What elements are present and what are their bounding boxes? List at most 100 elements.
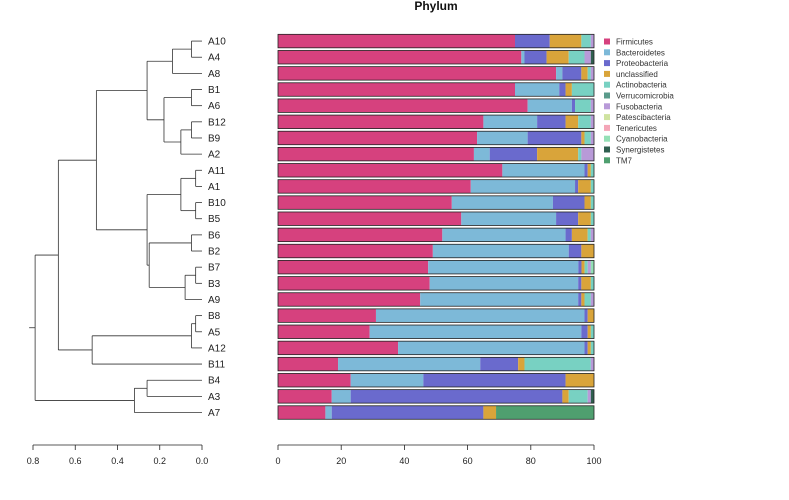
sample-label: A5 (208, 327, 221, 338)
bar-segment (590, 115, 594, 129)
bar-segment (571, 82, 594, 97)
legend-swatch (604, 49, 610, 56)
bar-segment (587, 308, 594, 323)
legend-swatch (604, 157, 610, 164)
x-tick-label: 40 (399, 456, 409, 466)
bar-outline (277, 146, 595, 162)
bar-segment (571, 98, 576, 113)
sample-label: A7 (208, 408, 221, 419)
bar-outline (277, 373, 595, 388)
bar-segment (590, 195, 594, 210)
bar-segment (571, 228, 588, 242)
bar-segment (515, 82, 560, 97)
dendrogram-tick-label: 0.0 (196, 456, 209, 466)
bar-segment (575, 179, 579, 194)
bar-segment (584, 308, 588, 323)
sample-label: B11 (208, 360, 225, 371)
bar-segment (587, 389, 591, 404)
bar-outline (277, 179, 595, 194)
bar-segment (350, 373, 424, 387)
bar-outline (277, 82, 595, 97)
bar-segment (587, 325, 591, 339)
bar-segment (549, 34, 582, 48)
bar-outline (277, 195, 595, 210)
bar-segment (278, 308, 376, 323)
bar-segment (590, 341, 594, 355)
dendrogram-tick-label: 0.8 (27, 456, 40, 466)
bar-segment (278, 373, 351, 387)
bar-segment (470, 179, 576, 194)
bar-segment (590, 357, 594, 371)
bar-segment (420, 292, 579, 307)
bar-segment (546, 50, 569, 64)
bar-segment (565, 82, 572, 97)
dendrogram (29, 40, 202, 413)
bar-segment (524, 357, 591, 371)
bar-segment (331, 405, 484, 420)
bar-outline (277, 50, 595, 65)
dendrogram-tick-label: 0.2 (153, 456, 166, 466)
bar-segment (537, 115, 566, 129)
legend-label: TM7 (616, 156, 633, 165)
bar-segment (590, 325, 594, 339)
bar-segment (587, 260, 591, 274)
bar-segment (590, 228, 594, 242)
bar-segment (575, 98, 591, 113)
sample-label: B10 (208, 198, 226, 209)
bar-segment (590, 131, 594, 145)
bar-segment (325, 405, 332, 420)
bar-segment (502, 163, 585, 178)
bar-segment (461, 211, 557, 226)
x-tick-label: 20 (336, 456, 346, 466)
legend-label: Patescibacteria (616, 113, 671, 122)
sample-label: A4 (208, 53, 221, 64)
bar-segment (278, 276, 430, 291)
bar-segment (278, 260, 429, 274)
dendrogram-tick-label: 0.4 (111, 456, 124, 466)
x-tick-label: 100 (586, 456, 601, 466)
bar-segment (590, 276, 594, 291)
bar-segment (578, 115, 591, 129)
bar-segment (584, 50, 591, 64)
bar-segment (584, 195, 591, 210)
sample-label: A1 (208, 182, 221, 193)
bar-segment (584, 260, 588, 274)
dendrogram-axis: 0.8 0.6 0.4 0.2 0.0 (27, 444, 209, 466)
bar-segment (278, 244, 433, 258)
sample-label: A10 (208, 37, 226, 48)
x-tick-label: 60 (463, 456, 473, 466)
bar-segment (581, 147, 594, 161)
bar-outline (277, 130, 595, 146)
bar-segment (398, 341, 585, 355)
bar-segment (590, 211, 594, 226)
bar-segment (552, 195, 585, 210)
bar-segment (590, 163, 594, 178)
bar-segment (590, 50, 594, 64)
bar-outline (277, 292, 595, 307)
bar-outline (277, 405, 595, 420)
bar-segment (581, 244, 594, 258)
sample-label: B9 (208, 133, 221, 144)
bar-segment (581, 131, 585, 145)
legend-label: Synergistetes (616, 146, 664, 155)
legend-swatch (604, 70, 610, 77)
bar-segment (590, 66, 594, 81)
bar-segment (578, 179, 591, 194)
sample-label: A12 (208, 343, 226, 354)
bar-segment (338, 357, 481, 371)
legend-label: Actinobacteria (616, 81, 667, 90)
bar-segment (278, 341, 399, 355)
bar-outline (277, 356, 595, 372)
bar-segment (278, 115, 484, 129)
bar-segment (369, 325, 582, 339)
bar-segment (581, 292, 585, 307)
bar-outline (277, 260, 595, 275)
bar-segment (581, 325, 588, 339)
bar-segment (568, 50, 585, 64)
legend-swatch (604, 81, 610, 88)
bar-segment (423, 373, 566, 387)
bar-segment (518, 357, 525, 371)
bar-segment (587, 341, 591, 355)
bar-segment (562, 389, 569, 404)
bar-segment (584, 341, 588, 355)
